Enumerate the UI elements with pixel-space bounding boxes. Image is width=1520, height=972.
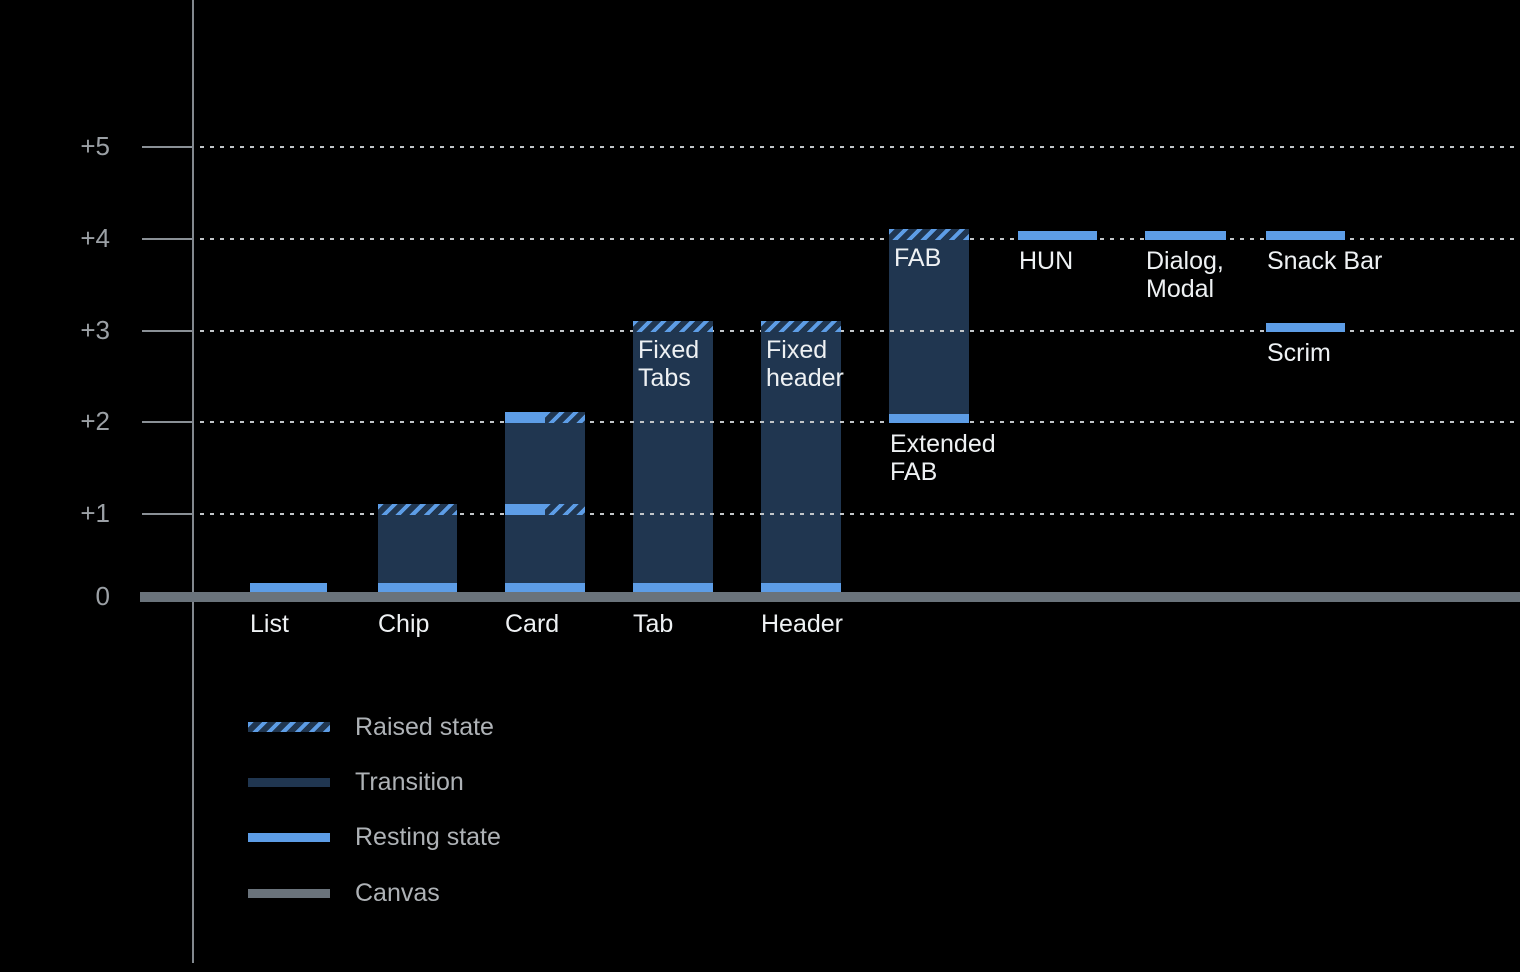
gridline-4: [200, 237, 1520, 240]
band-resting-fixed-header: [761, 583, 841, 592]
y-tick-label-0: 0: [95, 580, 110, 611]
bar-transition-fab: [889, 228, 969, 424]
x-axis-label-fixed-tabs: Tab: [633, 610, 674, 638]
band-resting-list: [250, 583, 327, 592]
legend-swatch-transition: [248, 777, 330, 787]
y-tick-label-3: +3: [80, 314, 110, 345]
y-tick-label-2: +2: [80, 406, 110, 437]
x-axis-label-fixed-header: Header: [761, 610, 843, 638]
y-tick-1: [142, 513, 192, 516]
band-resting-hun: [1018, 230, 1097, 240]
legend-item-canvas: Canvas: [248, 878, 440, 908]
bar-label-fab: Extended FAB: [890, 430, 996, 487]
y-tick-5: [142, 146, 192, 148]
band-raised-part: [545, 504, 585, 516]
legend-label: Transition: [355, 767, 464, 796]
x-axis-label-card: Card: [505, 610, 560, 638]
bar-label-snack-bar: Snack Bar: [1267, 246, 1383, 275]
y-tick-label-5: +5: [80, 130, 110, 161]
band-resting-dialog-modal: [1145, 230, 1226, 240]
band-resting-raised-card: [505, 504, 585, 516]
y-tick-2: [142, 421, 192, 424]
bar-label-fixed-header: Fixed header: [766, 335, 844, 392]
bar-label-dialog-modal: Dialog, Modal: [1146, 246, 1224, 303]
bar-transition-fixed-tabs: [633, 320, 713, 592]
band-raised-fab: [889, 228, 969, 240]
band-raised-fixed-tabs: [633, 320, 713, 332]
band-resting-chip: [378, 583, 457, 592]
gridline-3: [200, 329, 1520, 332]
band-resting-fixed-tabs: [633, 583, 713, 592]
band-raised-chip: [378, 504, 457, 516]
legend-label: Resting state: [355, 823, 501, 852]
legend-label: Canvas: [355, 878, 440, 907]
canvas-baseline: [140, 592, 1520, 602]
band-resting-part: [505, 412, 545, 424]
band-resting-scrim: [1266, 322, 1345, 332]
x-axis-label-list: List: [250, 610, 289, 638]
legend-swatch-raised: [248, 722, 330, 732]
legend-label: Raised state: [355, 712, 494, 741]
bar-label-scrim: Scrim: [1267, 338, 1331, 367]
gridline-2: [200, 421, 1520, 424]
band-resting-snack-bar: [1266, 230, 1345, 240]
legend-swatch-canvas: [248, 888, 330, 898]
bar-label-fab: FAB: [894, 243, 942, 272]
band-resting-part: [505, 504, 545, 516]
y-axis-line: [192, 0, 194, 963]
y-tick-3: [142, 329, 192, 332]
bar-label-hun: HUN: [1019, 246, 1074, 275]
bar-transition-card: [505, 412, 585, 592]
x-axis-label-chip: Chip: [378, 610, 430, 638]
band-resting-fab: [889, 414, 969, 424]
legend-item-raised-state: Raised state: [248, 712, 494, 742]
gridline-1: [200, 513, 1520, 516]
band-resting-card: [505, 583, 585, 592]
band-raised-part: [545, 412, 585, 424]
y-tick-label-1: +1: [80, 498, 110, 529]
bar-label-fixed-tabs: Fixed Tabs: [638, 335, 700, 392]
y-tick-4: [142, 237, 192, 240]
y-tick-label-4: +4: [80, 222, 110, 253]
band-raised-fixed-header: [761, 320, 841, 332]
legend-item-transition: Transition: [248, 767, 464, 797]
band-resting-raised-card: [505, 412, 585, 424]
bar-transition-fixed-header: [761, 320, 841, 592]
bar-transition-chip: [378, 504, 457, 592]
legend-swatch-resting: [248, 833, 330, 843]
legend-item-resting-state: Resting state: [248, 823, 501, 853]
gridline-5: [200, 146, 1520, 148]
